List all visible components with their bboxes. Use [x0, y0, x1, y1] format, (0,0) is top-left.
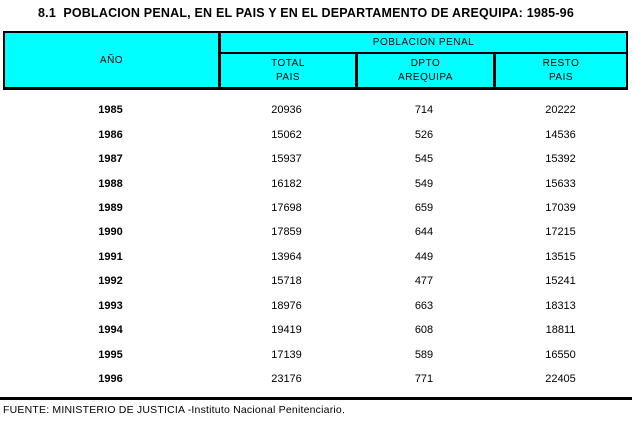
col-header-total-pais: TOTAL PAIS — [221, 54, 355, 87]
col-group-header: POBLACION PENAL — [221, 33, 626, 54]
table-row: 1991 13964 449 13515 — [3, 245, 628, 269]
cell-total: 16182 — [271, 177, 302, 190]
table-row: 1988 16182 549 15633 — [3, 171, 628, 195]
cell-resto: 18313 — [545, 299, 576, 312]
cell-resto: 17039 — [545, 201, 576, 214]
cell-resto: 15241 — [545, 275, 576, 288]
cell-resto: 18811 — [545, 324, 576, 337]
cell-total: 19419 — [271, 324, 302, 337]
table-row: 1986 15062 526 14536 — [3, 122, 628, 146]
source-note: FUENTE: MINISTERIO DE JUSTICIA -Institut… — [3, 404, 346, 416]
cell-dpto: 608 — [414, 324, 434, 337]
cell-year: 1993 — [98, 299, 123, 312]
cell-resto: 13515 — [545, 250, 576, 263]
sub-header-row: TOTAL PAIS DPTO AREQUIPA RESTO PAIS — [221, 54, 626, 87]
cell-total: 13964 — [271, 250, 302, 263]
table-row: 1994 19419 608 18811 — [3, 318, 628, 342]
table-body: 1985 20936 714 20222 1986 15062 526 14536 1987 15… — [3, 90, 628, 391]
cell-dpto: 644 — [414, 226, 434, 239]
col-header-line: RESTO — [542, 58, 580, 70]
col-header-line: DPTO — [410, 58, 441, 70]
cell-resto: 15392 — [545, 153, 576, 166]
header-right-section: POBLACION PENAL TOTAL PAIS DPTO AREQUIPA… — [221, 33, 626, 87]
cell-dpto: 589 — [414, 348, 434, 361]
cell-year: 1991 — [98, 250, 123, 263]
bottom-rule — [0, 397, 632, 400]
cell-dpto: 663 — [414, 299, 434, 312]
cell-resto: 16550 — [545, 348, 576, 361]
cell-total: 15718 — [271, 275, 302, 288]
cell-dpto: 477 — [414, 275, 434, 288]
table-row: 1993 18976 663 18313 — [3, 294, 628, 318]
cell-dpto: 549 — [414, 177, 434, 190]
table-row: 1987 15937 545 15392 — [3, 147, 628, 171]
cell-year: 1988 — [98, 177, 123, 190]
table-row: 1996 23176 771 22405 — [3, 367, 628, 391]
cell-resto: 15633 — [545, 177, 576, 190]
cell-dpto: 449 — [414, 250, 434, 263]
col-header-resto-pais: RESTO PAIS — [493, 54, 626, 87]
cell-dpto: 771 — [414, 373, 434, 386]
cell-year: 1989 — [98, 201, 123, 214]
cell-resto: 20222 — [545, 104, 576, 117]
table-row: 1990 17859 644 17215 — [3, 220, 628, 244]
cell-year: 1992 — [98, 275, 123, 288]
cell-dpto: 714 — [414, 104, 434, 117]
col-header-line: AREQUIPA — [398, 71, 453, 83]
cell-year: 1995 — [98, 348, 123, 361]
col-header-line: PAIS — [275, 71, 301, 83]
table-row: 1985 20936 714 20222 — [3, 98, 628, 122]
cell-year: 1996 — [98, 373, 123, 386]
cell-year: 1986 — [98, 128, 123, 141]
table-title: 8.1 POBLACION PENAL, EN EL PAIS Y EN EL … — [38, 6, 574, 20]
cell-total: 23176 — [271, 373, 302, 386]
cell-total: 15062 — [271, 128, 302, 141]
table-row: 1995 17139 589 16550 — [3, 342, 628, 366]
cell-dpto: 526 — [414, 128, 434, 141]
col-header-dpto-arequipa: DPTO AREQUIPA — [355, 54, 493, 87]
table-row: 1989 17698 659 17039 — [3, 196, 628, 220]
col-header-line: TOTAL — [271, 58, 305, 70]
cell-dpto: 659 — [414, 201, 434, 214]
cell-resto: 14536 — [545, 128, 576, 141]
table-header: AÑO POBLACION PENAL TOTAL PAIS DPTO AREQ… — [3, 31, 628, 90]
cell-total: 17859 — [271, 226, 302, 239]
cell-year: 1994 — [98, 324, 123, 337]
table-row: 1992 15718 477 15241 — [3, 269, 628, 293]
cell-year: 1987 — [98, 153, 123, 166]
cell-total: 18976 — [271, 299, 302, 312]
cell-year: 1990 — [98, 226, 123, 239]
cell-total: 17139 — [271, 348, 302, 361]
cell-dpto: 545 — [414, 153, 434, 166]
cell-resto: 22405 — [545, 373, 576, 386]
cell-total: 15937 — [271, 153, 302, 166]
cell-resto: 17215 — [545, 226, 576, 239]
cell-total: 20936 — [271, 104, 302, 117]
col-header-year: AÑO — [5, 33, 221, 87]
cell-total: 17698 — [271, 201, 302, 214]
col-header-line: PAIS — [548, 71, 574, 83]
cell-year: 1985 — [98, 104, 123, 117]
